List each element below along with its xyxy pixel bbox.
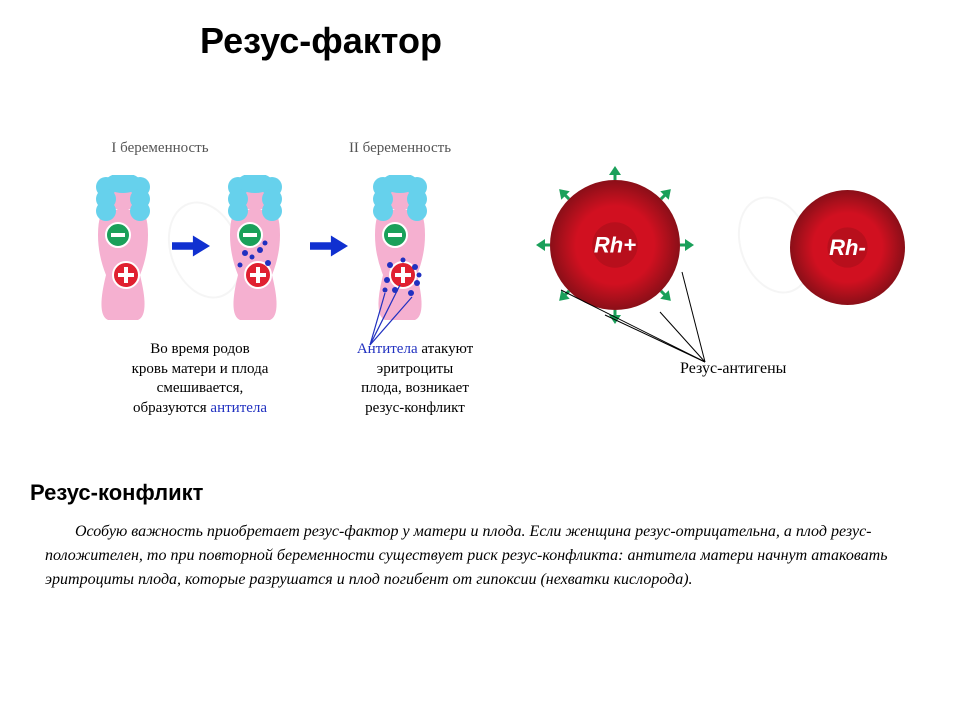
figure-woman-2 [210, 175, 300, 320]
paragraph-body: Особую важность приобретает резус-фактор… [45, 520, 915, 592]
rh-negative-cell: Rh- [784, 184, 911, 311]
rh-positive-cell: Rh+ [528, 158, 702, 332]
figure-woman-3 [355, 175, 445, 320]
svg-text:Rh+: Rh+ [594, 233, 636, 258]
section-heading-conflict: Резус-конфликт [30, 480, 203, 506]
caption-second-pregnancy: Антитела атакуютэритроцитыплода, возника… [320, 340, 510, 418]
page-title: Резус-фактор [200, 20, 442, 62]
rh-antigens-label: Резус-антигены [680, 360, 786, 378]
figure-woman-1 [78, 175, 168, 320]
arrow-1 [172, 235, 210, 257]
arrow-2 [310, 235, 348, 257]
caption-first-pregnancy: Во время родовкровь матери и плодасмешив… [100, 340, 300, 418]
label-pregnancy-2: II беременность [320, 140, 480, 157]
svg-text:Rh-: Rh- [829, 235, 866, 260]
label-pregnancy-1: I беременность [90, 140, 230, 157]
